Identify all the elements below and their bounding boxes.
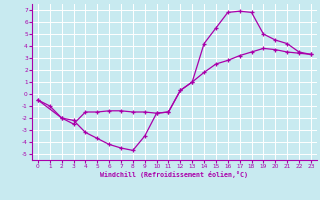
X-axis label: Windchill (Refroidissement éolien,°C): Windchill (Refroidissement éolien,°C) xyxy=(100,171,248,178)
